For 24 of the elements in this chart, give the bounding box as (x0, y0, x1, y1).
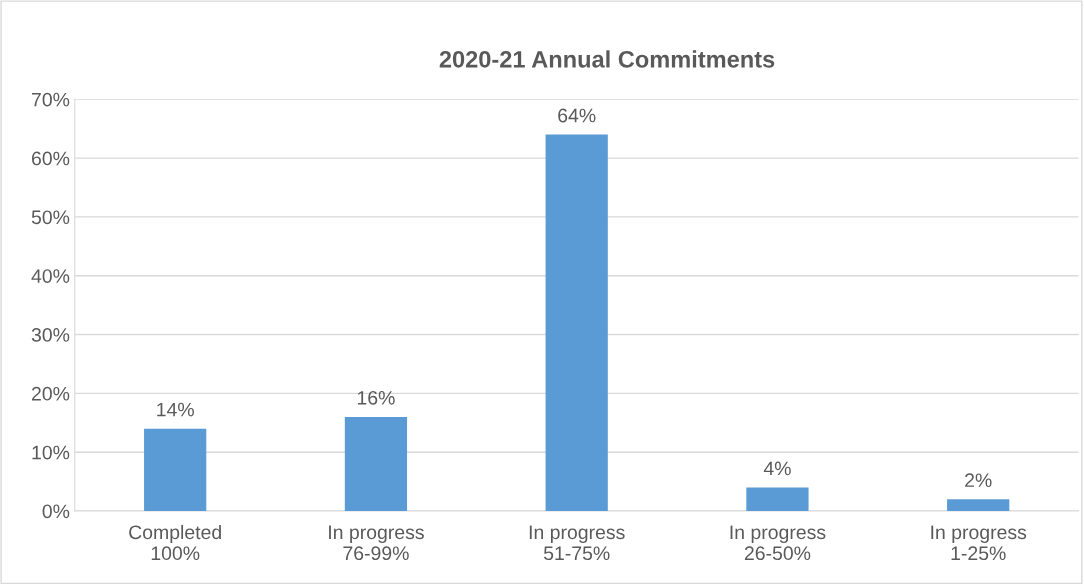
bar (746, 487, 809, 511)
bar (344, 416, 408, 511)
y-tick-label: 50% (31, 210, 70, 225)
data-label: 16% (357, 390, 395, 405)
y-tick-label: 60% (32, 151, 70, 166)
y-tick-label: 40% (31, 269, 70, 283)
bar (144, 428, 207, 511)
x-tick-label: Completed 100% (129, 524, 221, 561)
y-tick-label: 30% (31, 328, 70, 342)
bar (947, 499, 1010, 511)
y-tick-label: 20% (32, 386, 70, 401)
x-tick-label: In progress 1-25% (931, 525, 1027, 561)
x-tick-label: In progress 26-50% (730, 525, 826, 561)
data-label: 14% (157, 402, 194, 417)
data-label: 2% (965, 473, 992, 487)
chart-title: 2020-21 Annual Commitments (439, 50, 775, 68)
y-tick-label: 70% (32, 92, 70, 107)
x-tick-label: In progress 51-75% (529, 525, 625, 561)
y-tick-label: 10% (32, 445, 70, 460)
data-label: 4% (763, 461, 791, 476)
data-label: 64% (558, 108, 596, 123)
x-tick-label: In progress 76-99% (329, 525, 424, 561)
bar (545, 134, 608, 511)
y-tick-label: 0% (42, 504, 70, 519)
